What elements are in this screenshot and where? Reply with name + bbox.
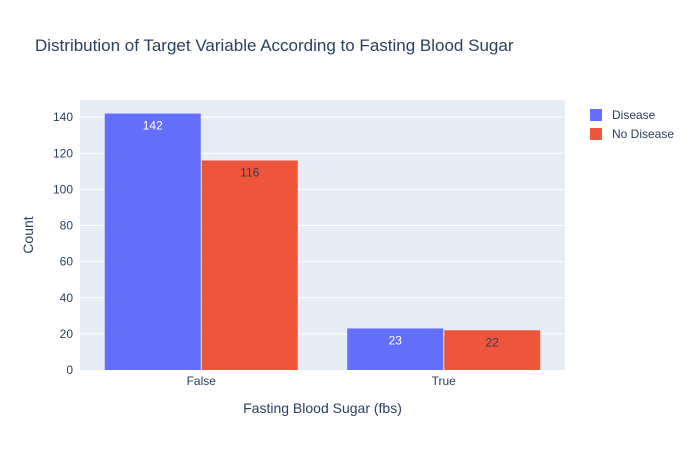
y-tick-label: 140 <box>53 110 73 124</box>
bar <box>444 330 541 370</box>
bar-value-label: 22 <box>486 335 500 349</box>
x-axis-ticks: False True <box>187 374 457 388</box>
y-tick-label: 20 <box>60 327 74 341</box>
legend-swatch <box>590 109 602 121</box>
bar-value-label: 142 <box>143 119 163 133</box>
data-labels: 142 116 23 22 <box>143 119 500 350</box>
x-tick-label: True <box>432 374 457 388</box>
x-axis-title: Fasting Blood Sugar (fbs) <box>243 400 402 416</box>
y-tick-label: 40 <box>60 291 74 305</box>
chart-title: Distribution of Target Variable Accordin… <box>35 36 514 55</box>
bar-value-label: 23 <box>389 333 403 347</box>
y-tick-label: 120 <box>53 146 73 160</box>
legend-swatch <box>590 128 602 140</box>
y-tick-label: 60 <box>60 255 74 269</box>
legend-label: No Disease <box>612 127 674 141</box>
x-tick-label: False <box>187 374 217 388</box>
y-tick-label: 0 <box>66 363 73 377</box>
y-axis-title: Count <box>20 216 36 253</box>
bar <box>347 328 444 370</box>
bar-value-label: 116 <box>240 166 259 180</box>
y-tick-label: 80 <box>60 219 74 233</box>
y-tick-label: 100 <box>53 182 73 196</box>
bar <box>104 113 201 370</box>
bars <box>104 113 541 370</box>
y-axis-ticks: 0 20 40 60 80 100 120 140 <box>53 110 73 377</box>
bar <box>201 160 298 370</box>
legend-label: Disease <box>612 108 656 122</box>
legend: Disease No Disease <box>590 108 674 141</box>
